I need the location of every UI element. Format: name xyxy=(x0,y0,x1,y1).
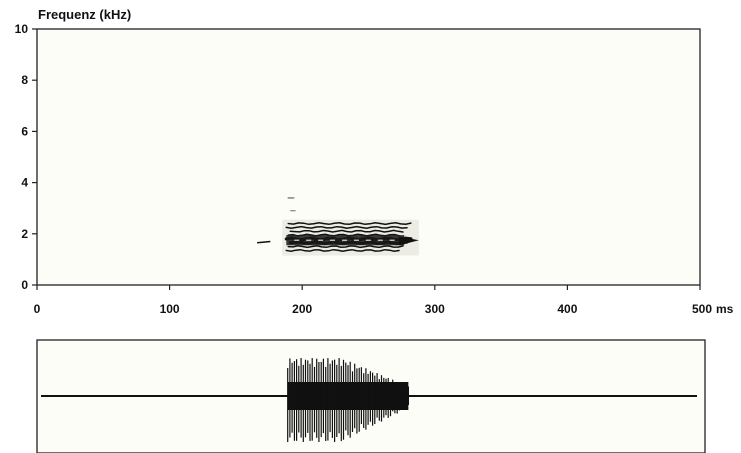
lead-mark xyxy=(257,240,271,244)
x-tick-label: 500 xyxy=(692,302,712,316)
x-tick-label: 200 xyxy=(292,302,312,316)
y-tick-label: 0 xyxy=(21,278,28,292)
y-tick-label: 6 xyxy=(21,124,28,138)
y-tick-label: 2 xyxy=(21,227,28,241)
x-tick-label: 100 xyxy=(160,302,180,316)
call-tail xyxy=(398,236,419,246)
x-tick-label: 300 xyxy=(425,302,445,316)
harmonic-band xyxy=(287,222,412,226)
x-axis-unit: ms xyxy=(716,302,734,316)
spectrogram-marks xyxy=(257,197,419,256)
harmonic-band xyxy=(287,245,404,249)
harmonic-band xyxy=(285,248,400,252)
x-tick-label: 0 xyxy=(34,302,41,316)
y-tick-label: 8 xyxy=(21,73,28,87)
y-axis-ticks: 0 2 4 6 8 10 xyxy=(15,22,37,292)
harmonic-band xyxy=(285,225,408,229)
x-axis-ticks: 0 100 200 300 400 500 xyxy=(34,285,712,316)
harmonic-band xyxy=(289,229,404,233)
y-tick-label: 4 xyxy=(21,176,28,190)
x-tick-label: 400 xyxy=(557,302,577,316)
y-tick-label: 10 xyxy=(15,22,29,36)
y-axis-title: Frequenz (kHz) xyxy=(38,7,131,22)
oscillogram-marks xyxy=(41,358,697,442)
